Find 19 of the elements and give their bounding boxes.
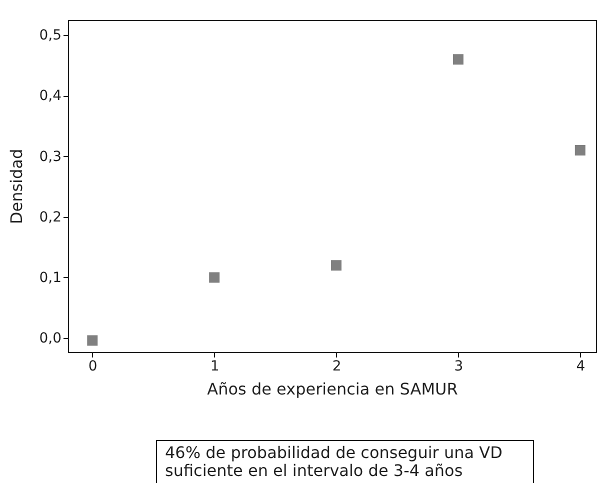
y-axis-title: Densidad	[7, 148, 26, 224]
y-tick-label: 0,5	[39, 28, 62, 44]
text: 46% de probabilidad de conseguir una VD suficiente en el intervalo de 3-4 años	[156, 440, 534, 483]
y-tick-label: 0,1	[39, 270, 62, 286]
x-tick-label: 1	[210, 358, 220, 374]
x-tick-label: 3	[454, 358, 464, 374]
point	[574, 145, 586, 156]
point	[452, 54, 464, 65]
y-tick-label: 0,2	[39, 209, 62, 226]
y-tick-label: 0,4	[39, 88, 62, 104]
point	[331, 260, 342, 271]
x-tick-label: 0	[88, 358, 98, 374]
y-tick-label: 0,3	[39, 148, 62, 165]
point	[87, 335, 98, 346]
point	[209, 272, 220, 283]
x-tick-label: 4	[576, 358, 586, 374]
x-axis-title: Años de experiencia en SAMUR	[207, 380, 458, 398]
y-tick-label: 0,0	[39, 330, 62, 347]
x-tick-label: 2	[332, 358, 342, 374]
